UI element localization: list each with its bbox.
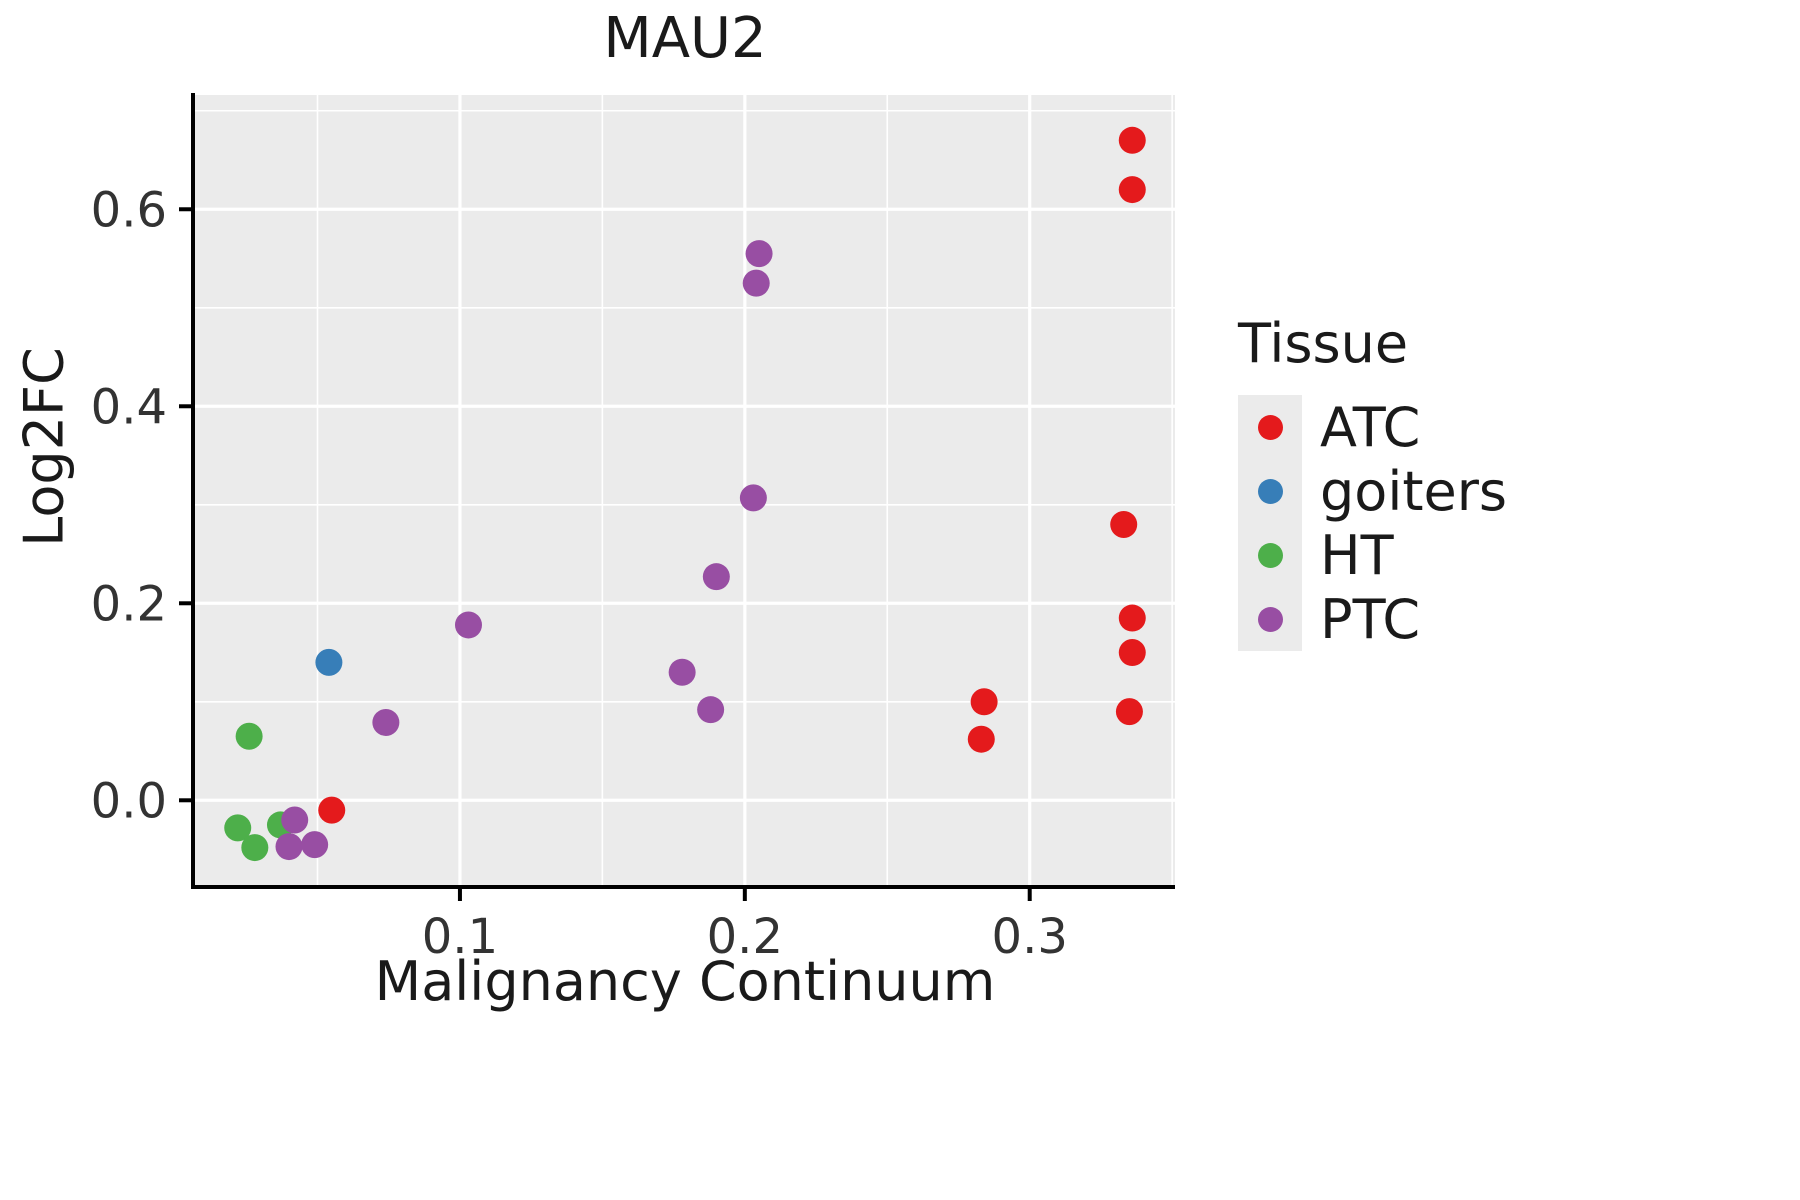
tick-labels: 0.1 0.2 0.3 0.0 0.2 0.4 0.6 [91, 182, 1068, 965]
y-tick-label: 0.6 [91, 182, 167, 238]
plot-panel [195, 95, 1175, 885]
legend: Tissue ATC goiters HT PTC [1238, 312, 1507, 651]
minor-gridlines [195, 95, 1175, 885]
points-HT [224, 722, 294, 862]
legend-label: PTC [1320, 587, 1421, 651]
x-axis-label: Malignancy Continuum [374, 950, 996, 1013]
legend-label: HT [1320, 523, 1394, 587]
legend-entry-HT: HT [1238, 523, 1507, 587]
legend-title: Tissue [1238, 312, 1409, 375]
legend-swatch [1238, 395, 1302, 459]
legend-entries: ATC goiters HT PTC [1238, 395, 1507, 651]
legend-swatch [1238, 587, 1302, 651]
x-tick-label: 0.2 [707, 909, 783, 965]
legend-entry-PTC: PTC [1238, 587, 1507, 651]
legend-swatch [1238, 523, 1302, 587]
x-tick-label: 0.1 [422, 909, 498, 965]
y-axis-label: Log2FC [12, 347, 76, 547]
chart-title: MAU2 [603, 6, 767, 71]
legend-label: goiters [1320, 459, 1508, 523]
points-ATC [318, 126, 1146, 824]
y-tick-label: 0.4 [91, 379, 167, 435]
legend-label: ATC [1320, 395, 1421, 459]
y-tick-label: 0.2 [91, 576, 167, 632]
major-gridlines [195, 95, 1175, 885]
legend-dot-icon [1257, 542, 1283, 568]
axes [179, 93, 1175, 901]
y-tick-label: 0.0 [91, 773, 167, 829]
legend-swatch [1238, 459, 1302, 523]
legend-dot-icon [1257, 478, 1283, 504]
legend-entry-ATC: ATC [1238, 395, 1507, 459]
points-goiters [315, 648, 343, 676]
legend-dot-icon [1257, 606, 1283, 632]
legend-entry-goiters: goiters [1238, 459, 1507, 523]
points-PTC [275, 240, 773, 861]
x-tick-label: 0.3 [992, 909, 1068, 965]
legend-dot-icon [1257, 414, 1283, 440]
